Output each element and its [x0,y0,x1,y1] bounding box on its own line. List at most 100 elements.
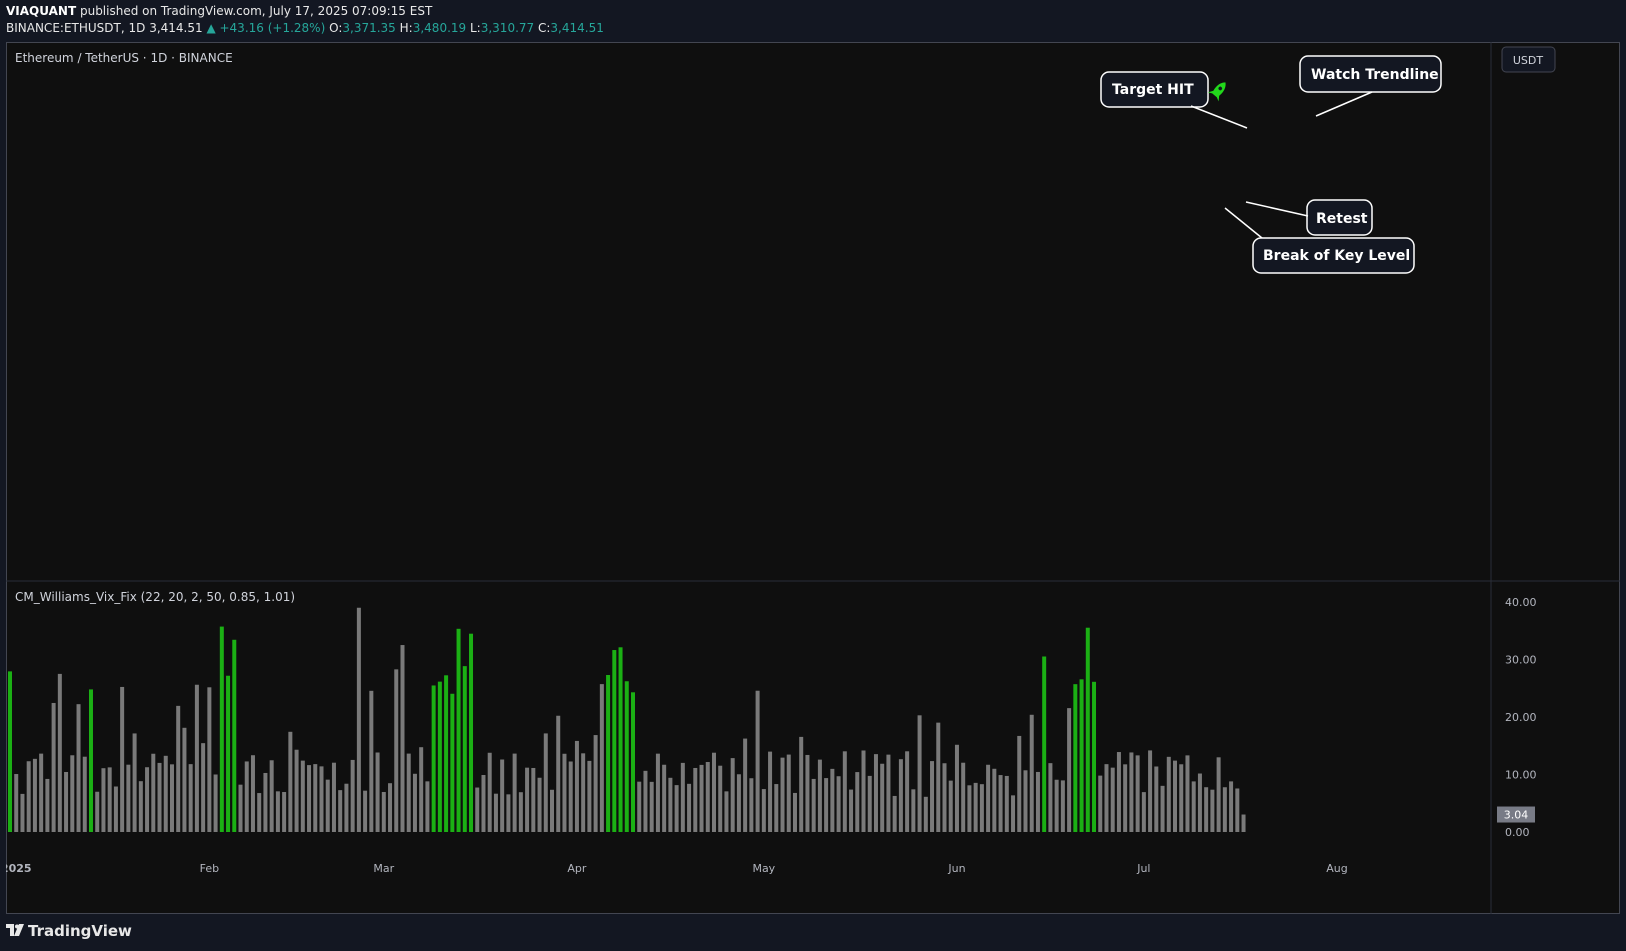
vix-bar [836,776,841,832]
vix-bar [830,768,835,832]
vix-bar [475,787,480,832]
vix-bar [917,715,922,832]
vix-bar [151,753,156,832]
vix-bar [14,774,19,832]
vix-bar [88,689,93,832]
vix-bar [880,763,885,832]
vix-bar [157,762,162,832]
vix-bar [437,681,442,832]
vix-last-box [1497,806,1535,823]
vix-bar [207,687,212,832]
vix-bar [1067,708,1072,832]
publish-info: VIAQUANT published on TradingView.com, J… [6,4,432,18]
vix-bar [1191,781,1196,832]
vix-bar [487,752,492,832]
vix-bar [462,666,467,832]
vix-bar [138,781,143,832]
vix-bar [1154,766,1159,832]
vix-bar [1222,787,1227,832]
vix-bar [356,607,361,832]
vix-bar [412,773,417,832]
vix-bar [363,790,368,832]
vix-bar [313,764,318,832]
vix-bar [76,704,81,832]
pane-title: Ethereum / TetherUS · 1D · BINANCE [15,51,233,65]
vix-bar [587,760,592,832]
vix-bar [1035,771,1040,832]
vix-bar [1141,792,1146,832]
vix-bar [338,790,343,832]
vix-bar [655,753,660,832]
vix-bar [419,747,424,832]
vix-bar [606,674,611,832]
vix-bar [1135,755,1140,832]
annotation-break: Break of Key Level [1224,207,1415,274]
vix-bar [948,780,953,832]
price-change: ▲ +43.16 (+1.28%) [206,21,326,35]
ohlc-legend: BINANCE:ETHUSDT, 1D 3,414.51 ▲ +43.16 (+… [6,21,604,35]
time-tick: 2025 [6,862,32,875]
time-tick: Mar [373,862,394,875]
vix-bar [898,759,903,832]
vix-bar [550,789,555,832]
high-label: H: [399,21,413,35]
vix-bar [687,783,692,832]
time-tick: Jul [1136,862,1150,875]
vix-bar [450,693,455,832]
vix-tick: 30.00 [1505,654,1537,667]
time-tick: Apr [567,862,587,875]
vix-bar [768,751,773,832]
vix-bar [45,778,50,832]
vix-bar [1197,773,1202,832]
vix-bar [643,770,648,832]
vix-bar [649,781,654,832]
vix-bar [51,702,56,832]
price-chart[interactable]: Ethereum / TetherUS · 1D · BINANCE USDT … [6,42,1620,914]
vix-bar [873,754,878,832]
break-key-level-label: Break of Key Level [1263,248,1410,264]
vix-bar [1148,750,1153,832]
vix-bar [275,791,280,832]
target-hit-label: Target HIT [1112,82,1194,98]
indicator-title: CM_Williams_Vix_Fix (22, 20, 2, 50, 0.85… [15,590,295,604]
vix-bar [1092,681,1097,832]
time-tick: Jun [947,862,965,875]
vix-bar [792,792,797,832]
vix-bar [637,781,642,832]
vix-bar [942,763,947,832]
vix-bar [518,792,523,832]
vix-bar [1173,760,1178,832]
vix-bar [543,733,548,832]
vix-axis: 40.00 30.00 20.00 10.00 0.00 3.04 [1497,596,1537,839]
vix-bar [1023,770,1028,832]
vix-bar [250,755,255,832]
open-value: 3,371.35 [342,21,396,35]
vix-bar [1004,775,1009,832]
vix-bar [1060,780,1065,832]
vix-bar [126,764,131,832]
vix-bar [493,793,498,832]
close-label: C: [537,21,551,35]
vix-bar [294,749,299,832]
vix-bar [668,777,673,832]
vix-bar [57,673,62,832]
vix-bar [967,785,972,832]
currency-button[interactable]: USDT [1501,46,1556,73]
vix-bar [1048,763,1053,832]
vix-tick: 40.00 [1505,596,1537,609]
vix-bar [780,757,785,832]
vix-bar [95,791,100,832]
vix-bar [961,762,966,832]
vix-bar [400,645,405,832]
vix-bar [986,764,991,832]
vix-bar [1129,752,1134,832]
annotation-target: Target HIT [1100,71,1248,129]
vix-bar [1029,714,1034,832]
vix-bar [730,758,735,832]
vix-bar [388,783,393,832]
vix-bar [213,774,218,832]
vix-bar [562,753,567,832]
vix-bar [1185,755,1190,832]
symbol-line: BINANCE:ETHUSDT, 1D [6,21,146,35]
vix-bar [1011,795,1016,832]
